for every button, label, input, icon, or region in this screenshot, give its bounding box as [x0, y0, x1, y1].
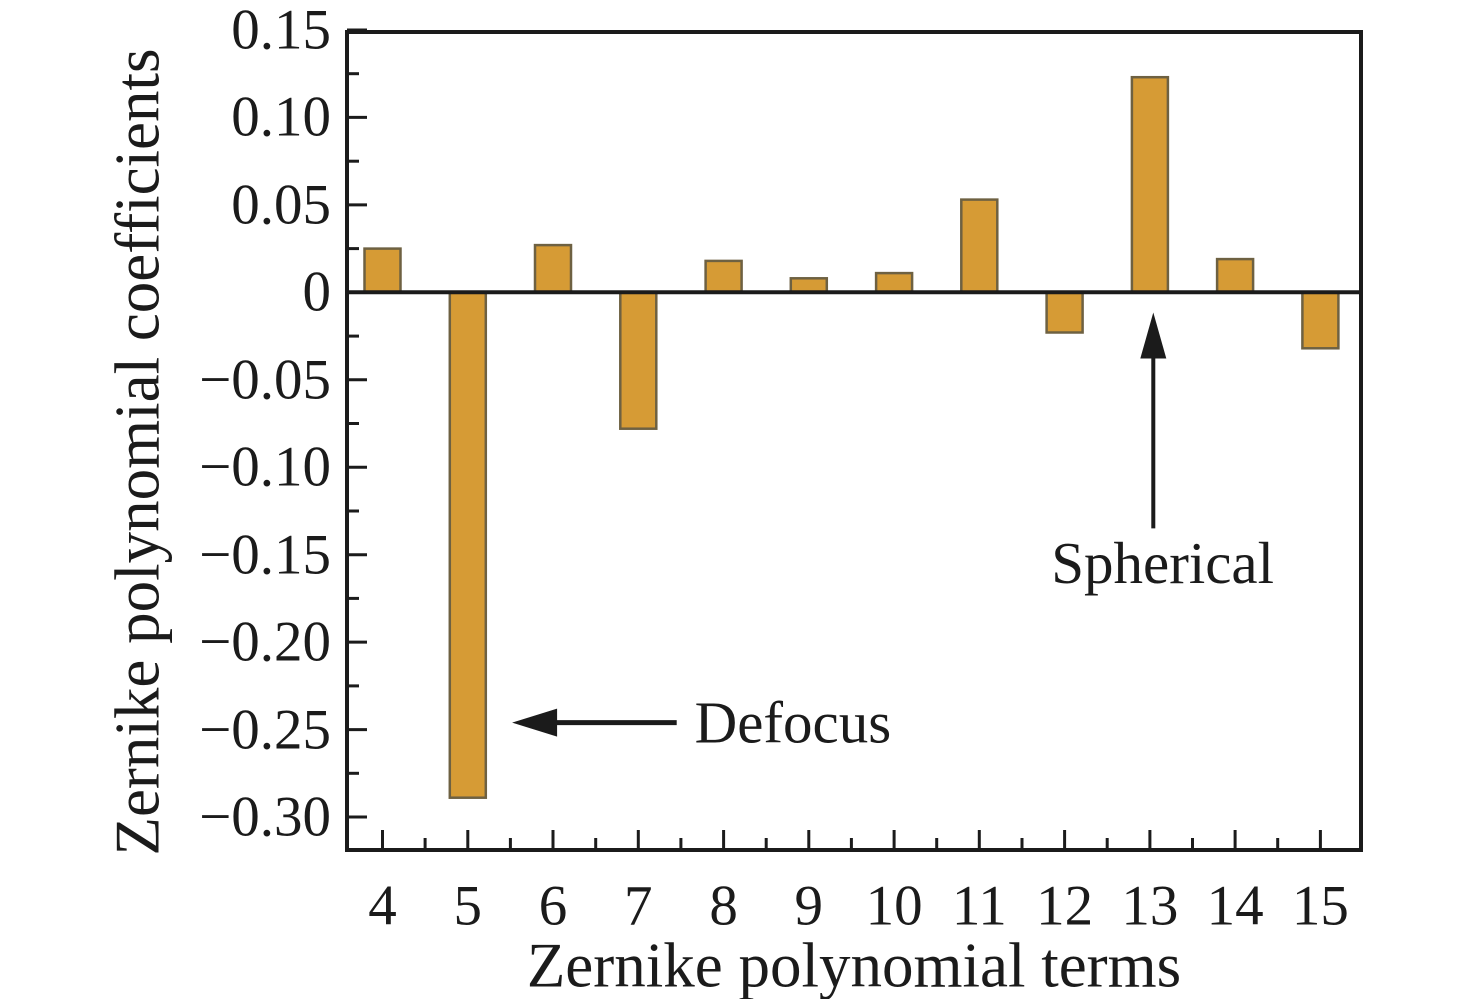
bar-term-12: [1045, 291, 1084, 334]
x-tick-label: 7: [624, 874, 653, 938]
y-tick-label: −0.05: [199, 348, 331, 412]
x-tick-label: 15: [1291, 874, 1349, 938]
x-axis-title: Zernike polynomial terms: [526, 930, 1182, 999]
y-tick-label: 0.15: [231, 0, 331, 62]
bar-term-7: [619, 291, 658, 430]
y-tick-label: −0.10: [199, 435, 331, 499]
x-tick-label: 5: [453, 874, 483, 938]
bar-term-4: [363, 247, 402, 294]
bar-term-8: [704, 259, 743, 294]
y-tick-label: 0: [302, 260, 332, 324]
y-axis-title: Zernike polynomial coefficients: [102, 48, 173, 856]
x-tick-label: 14: [1206, 874, 1264, 938]
x-tick-label: 12: [1036, 874, 1094, 938]
spherical-arrow-head: [1140, 312, 1167, 359]
x-tick-label: 8: [709, 874, 738, 938]
defocus-label: Defocus: [694, 689, 892, 756]
bar-term-11: [960, 198, 999, 294]
defocus-arrow-head: [512, 708, 558, 737]
plot-border: [345, 30, 1363, 852]
bar-term-14: [1215, 257, 1255, 294]
bar-term-9: [789, 277, 829, 294]
y-tick-label: −0.15: [199, 523, 331, 587]
x-tick-label: 11: [951, 874, 1007, 938]
y-tick-label: −0.25: [199, 698, 331, 762]
x-tick-label: 4: [368, 874, 397, 938]
y-tick-label: 0.10: [231, 85, 331, 149]
bar-term-10: [874, 271, 914, 294]
y-tick-label: 0.05: [231, 173, 331, 237]
x-tick-label: 6: [538, 874, 568, 938]
bar-term-13: [1130, 75, 1170, 294]
x-tick-label: 9: [794, 874, 824, 938]
spherical-label: Spherical: [1051, 529, 1274, 596]
bar-term-15: [1301, 291, 1340, 350]
x-tick-label: 10: [865, 874, 923, 938]
bar-term-6: [533, 243, 573, 294]
x-tick-label: 13: [1121, 874, 1179, 938]
y-tick-label: −0.30: [199, 785, 331, 849]
y-tick-label: −0.20: [199, 610, 331, 674]
bar-term-5: [448, 291, 488, 799]
